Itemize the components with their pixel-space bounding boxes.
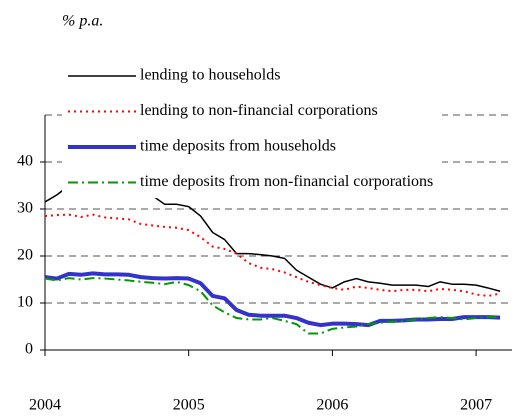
line-series (44, 271, 501, 328)
y-tick-label: 30 (17, 200, 33, 217)
line-series (44, 213, 501, 297)
y-tick-label: 10 (17, 294, 33, 311)
legend-label: time deposits from non-financial corpora… (140, 173, 433, 190)
y-tick-label: 20 (17, 247, 33, 264)
x-tick-label: 2006 (316, 397, 348, 414)
y-tick-label: 40 (17, 153, 33, 170)
legend-label: lending to households (140, 67, 280, 84)
x-tick-label: 2004 (29, 397, 61, 414)
line-series (44, 277, 501, 335)
y-tick-label: 0 (25, 341, 33, 358)
x-tick-label: 2007 (460, 397, 492, 414)
chart-subtitle: % p.a. (62, 13, 103, 30)
x-tick-label: 2005 (173, 397, 205, 414)
legend-box (62, 58, 442, 198)
legend-label: time deposits from households (140, 138, 336, 155)
legend-label: lending to non-financial corporations (140, 102, 378, 119)
